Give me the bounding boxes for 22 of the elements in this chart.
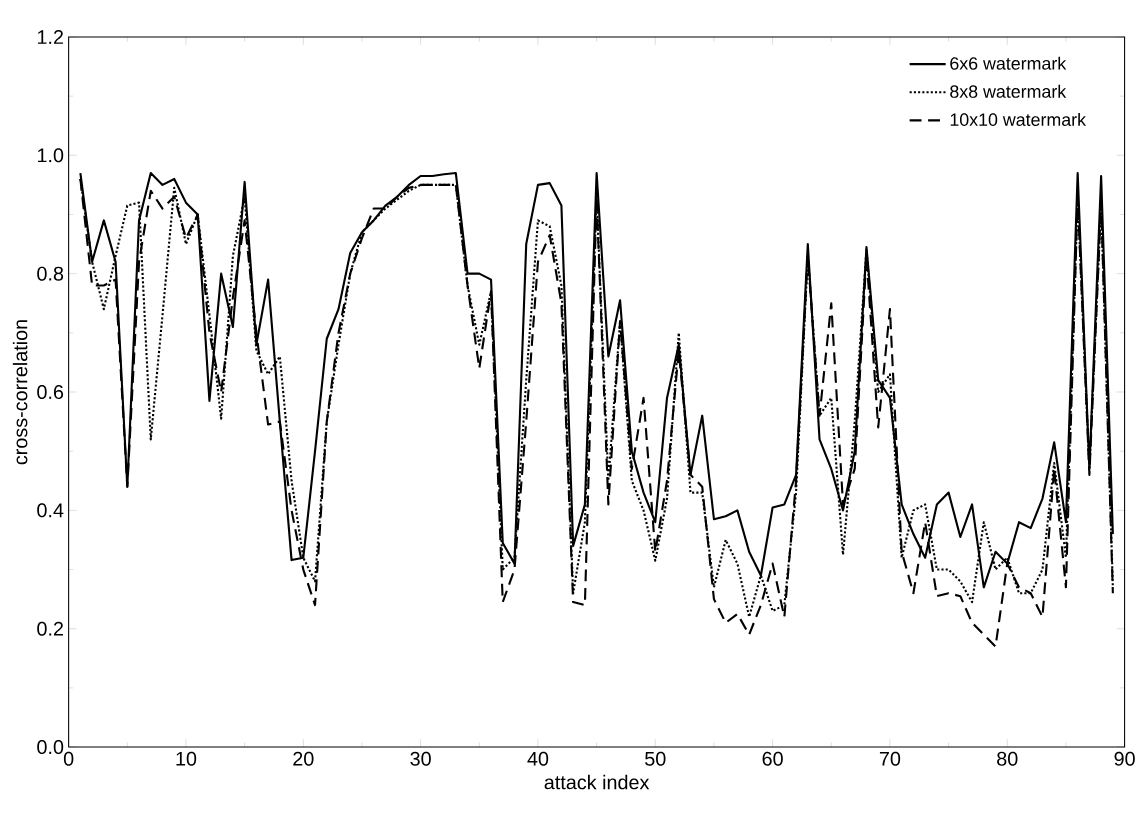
x-tick-label: 10 [176, 751, 197, 766]
y-tick-label: 0.0 [37, 740, 64, 755]
y-tick-label: 0.4 [37, 503, 64, 518]
legend-label: 8x8 watermark [950, 84, 1067, 99]
y-tick-label: 1.2 [37, 30, 63, 45]
x-axis-title: attack index [544, 774, 650, 790]
y-axis-title: cross-correlation [12, 320, 28, 465]
x-tick-label: 0 [63, 751, 74, 766]
y-tick-label: 0.2 [37, 621, 63, 636]
x-tick-label: 60 [762, 751, 783, 766]
legend-label: 6x6 watermark [950, 56, 1067, 70]
x-tick-label: 80 [997, 751, 1018, 766]
x-tick-label: 90 [1114, 751, 1135, 766]
x-tick-label: 30 [410, 751, 431, 766]
legend-label: 10x10 watermark [950, 113, 1087, 127]
y-tick-label: 1.0 [37, 148, 64, 163]
y-tick-label: 0.8 [37, 266, 64, 281]
x-tick-label: 50 [645, 751, 666, 766]
y-tick-label: 0.6 [37, 385, 64, 400]
x-tick-label: 20 [293, 751, 314, 766]
x-tick-label: 40 [527, 751, 549, 766]
x-tick-label: 70 [879, 751, 901, 766]
